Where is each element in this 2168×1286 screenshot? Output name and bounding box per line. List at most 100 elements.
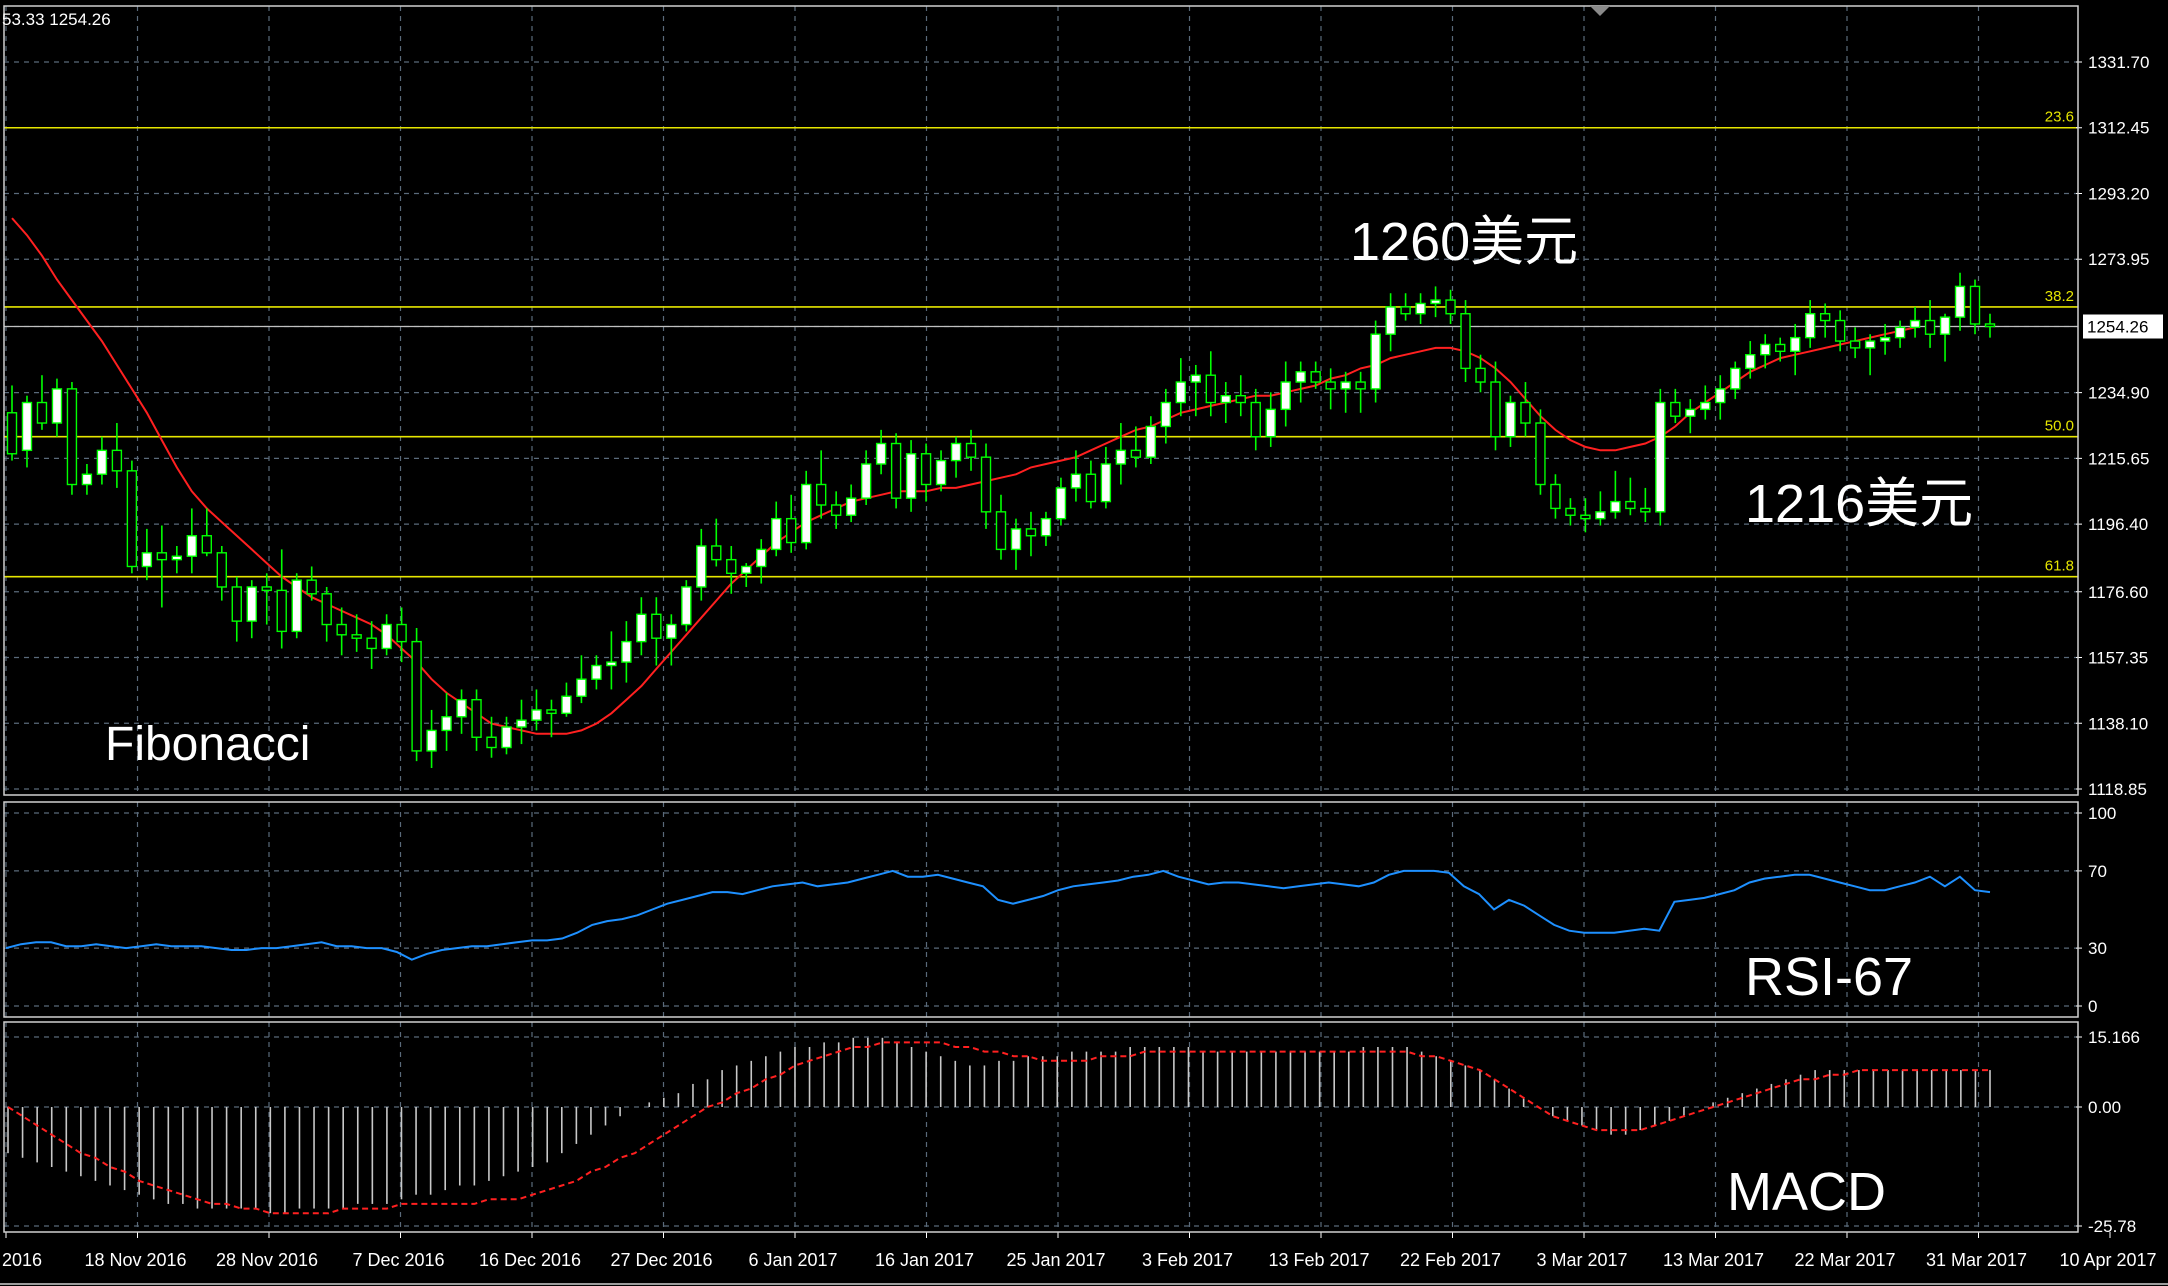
candle-bear: [726, 558, 737, 575]
candle-bear: [786, 517, 797, 544]
candle-bull: [531, 709, 542, 721]
candle-bear: [890, 442, 902, 499]
candle-bear: [1775, 343, 1786, 352]
price-tick-label: 1234.90: [2088, 384, 2149, 403]
macd-signal-line: [7, 1041, 1990, 1215]
candle-bull: [1055, 487, 1067, 520]
candle-bull: [681, 586, 692, 626]
candle-bear: [1849, 340, 1861, 349]
macd-series: [7, 1037, 1991, 1215]
candle-bear: [1550, 483, 1561, 510]
candle-bull: [1145, 425, 1157, 458]
candle-bear: [980, 456, 992, 513]
chart-shift-marker[interactable]: [1590, 6, 1610, 16]
candle-bear: [1460, 313, 1471, 370]
candle-bear: [261, 586, 272, 592]
candle-bear: [486, 736, 497, 749]
rsi-tick-label: 0: [2088, 997, 2097, 1016]
candle-bull: [1340, 381, 1351, 390]
candle-bull: [621, 640, 632, 663]
panel-frames: [0, 5, 2168, 1285]
candle-bull: [1295, 371, 1306, 383]
x-tick-label: 25 Jan 2017: [1006, 1250, 1105, 1270]
candle-bear: [1924, 319, 1936, 335]
macd-tick-label: -25.78: [2088, 1217, 2136, 1236]
rsi-series: [5, 869, 1991, 961]
candle-bull: [1715, 388, 1726, 404]
candle-bull: [171, 555, 183, 561]
candle-bear: [126, 470, 138, 568]
candle-bear: [711, 545, 722, 561]
x-tick-label: 13 Mar 2017: [1663, 1250, 1764, 1270]
current-price-box: [2083, 314, 2163, 339]
candle-bear: [815, 483, 827, 506]
candle-bull: [1745, 354, 1756, 370]
current-price-label: 1254.26: [2087, 318, 2148, 337]
candle-bear: [1834, 319, 1846, 342]
fibonacci-levels: 23.6 38.2 50.0 61.8: [4, 109, 2078, 578]
candle-bear: [1250, 401, 1261, 438]
candle-bull: [875, 442, 887, 465]
candle-bull: [1265, 408, 1276, 438]
x-tick-label: 28 Nov 2016: [216, 1250, 318, 1270]
candle-bull: [141, 552, 153, 568]
candle-bull: [741, 565, 752, 575]
candle-bear: [1969, 285, 1981, 325]
candle-bull: [636, 613, 647, 643]
candle-bull: [81, 473, 93, 486]
candle-bull: [860, 463, 872, 499]
x-tick-label: 3 Mar 2017: [1536, 1250, 1627, 1270]
candle-bear: [336, 623, 347, 636]
candle-bull: [501, 726, 512, 749]
axes: 1331.70 1312.45 1293.20 1273.95 1254.26 1234.…: [2, 53, 2163, 1270]
candle-bear: [1475, 367, 1486, 383]
candle-bear: [1984, 323, 1996, 328]
candle-bull: [1505, 401, 1516, 438]
candle-bear: [156, 552, 168, 561]
annotation-rsi: RSI-67: [1745, 947, 1913, 1007]
annotation-fibonacci: Fibonacci: [105, 718, 310, 771]
rsi-tick-label: 70: [2088, 862, 2107, 881]
x-tick-label: 10 Apr 2017: [2059, 1250, 2156, 1270]
x-tick-label: 6 Jan 2017: [748, 1250, 837, 1270]
candle-bear: [321, 593, 332, 626]
x-tick-label: 2016: [2, 1250, 42, 1270]
x-tick-label: 7 Dec 2016: [352, 1250, 444, 1270]
candle-bull: [1160, 401, 1172, 428]
candle-bull: [606, 661, 617, 667]
annotation-macd: MACD: [1727, 1162, 1886, 1222]
candle-bull: [1115, 449, 1127, 465]
candle-bear: [1535, 422, 1546, 486]
panel-frame: [3, 801, 2079, 1018]
candle-bull: [1700, 401, 1711, 411]
x-tick-label: 16 Dec 2016: [479, 1250, 581, 1270]
fib-level-label: 23.6: [2045, 109, 2074, 126]
candle-bull: [96, 449, 108, 475]
candle-bull: [1220, 394, 1231, 404]
candle-bull: [1385, 306, 1396, 335]
candle-bear: [6, 412, 18, 455]
candle-bull: [1730, 367, 1741, 390]
x-tick-label: 13 Feb 2017: [1268, 1250, 1369, 1270]
x-tick-label: 18 Nov 2016: [84, 1250, 186, 1270]
candle-bull: [696, 545, 707, 588]
price-tick-label: 1176.60: [2088, 583, 2148, 602]
candle-bear: [830, 504, 842, 516]
candle-bull: [950, 442, 962, 462]
candle-bull: [905, 453, 917, 499]
candle-bear: [1819, 313, 1831, 322]
moving-average-line: [11, 217, 1916, 735]
candle-bull: [1864, 340, 1876, 349]
candle-bear: [366, 637, 377, 650]
candle-bull: [441, 716, 452, 732]
price-tick-label: 1331.70: [2088, 53, 2149, 72]
x-tick-label: 31 Mar 2017: [1926, 1250, 2027, 1270]
candle-bear: [1130, 449, 1142, 458]
candle-bull: [1655, 401, 1666, 513]
candle-bear: [1400, 306, 1411, 315]
candle-bull: [756, 548, 767, 568]
candle-bear: [1445, 299, 1456, 315]
fib-level-label: 38.2: [2045, 288, 2074, 305]
